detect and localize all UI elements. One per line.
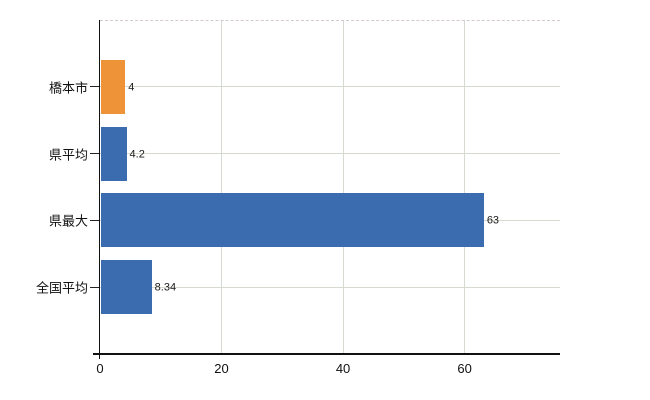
bar-0 <box>101 59 126 114</box>
x-axis-tick-label: 60 <box>457 361 472 376</box>
x-axis-tick-label: 40 <box>335 361 351 376</box>
bar-value-label: 8.34 <box>154 281 177 294</box>
category-label: 橋本市 <box>48 80 88 96</box>
category-label: 県平均 <box>48 147 88 163</box>
bar-value-label: 4 <box>128 81 135 94</box>
category-label: 県最大 <box>48 213 88 229</box>
category-tick <box>90 86 99 88</box>
bar-value-label: 63 <box>486 214 500 227</box>
x-axis-tick-label: 0 <box>96 361 104 376</box>
vertical-gridline <box>342 20 344 354</box>
x-axis-tick-label: 20 <box>214 361 229 376</box>
bar-3 <box>101 260 152 315</box>
category-tick <box>90 219 99 221</box>
x-axis-line <box>93 353 560 355</box>
horizontal-gridline <box>100 86 560 88</box>
y-axis-line <box>98 20 100 359</box>
category-tick <box>90 286 99 288</box>
category-label: 全国平均 <box>35 280 88 296</box>
vertical-gridline <box>221 20 223 354</box>
bar-2 <box>101 193 484 248</box>
plot-area-top-border <box>100 20 560 21</box>
bar-1 <box>101 126 127 181</box>
horizontal-gridline <box>100 286 560 288</box>
vertical-gridline <box>464 20 466 354</box>
bar-value-label: 4.2 <box>129 148 145 161</box>
category-tick <box>90 153 99 155</box>
horizontal-gridline <box>100 153 560 155</box>
